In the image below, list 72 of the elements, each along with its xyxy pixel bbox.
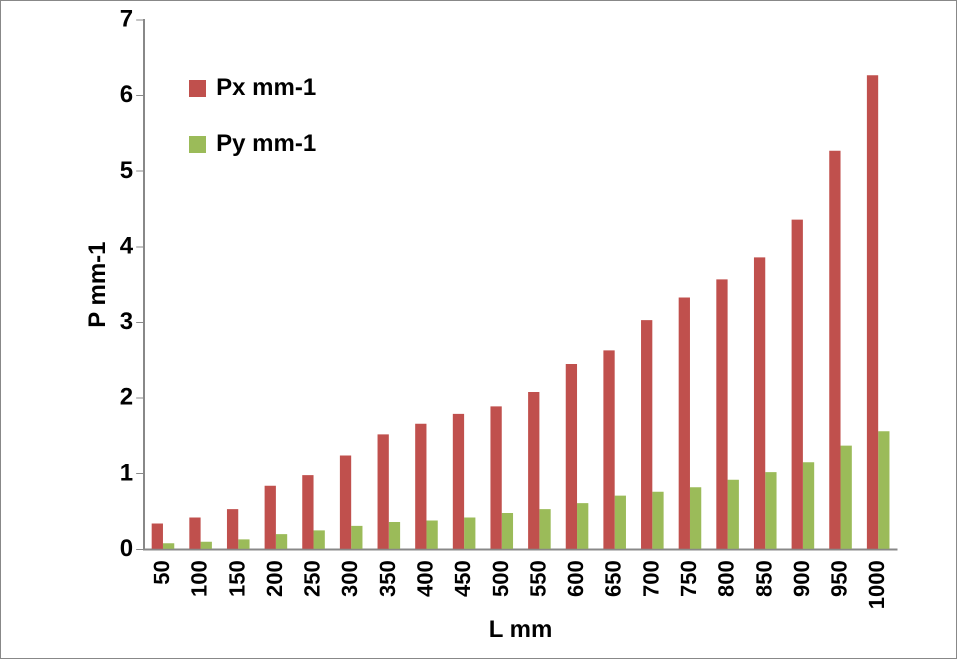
y-tick-label: 3: [120, 308, 134, 336]
x-tick-label: 550: [525, 560, 550, 597]
bar: [614, 496, 626, 549]
x-tick-label: 1000: [864, 560, 890, 610]
bar: [577, 503, 588, 549]
x-tick-label: 650: [600, 560, 626, 597]
bar: [539, 509, 551, 549]
x-tick-label: 250: [300, 560, 325, 597]
x-tick-label: 500: [488, 560, 513, 597]
bar: [641, 320, 652, 549]
bar: [528, 392, 540, 549]
bar: [415, 424, 426, 549]
x-tick-label: 600: [563, 560, 588, 597]
x-tick-label: 100: [186, 560, 212, 597]
legend-label: Py mm-1: [216, 130, 316, 158]
bar: [765, 472, 777, 549]
y-tick-label: 1: [120, 459, 134, 486]
bar: [678, 297, 690, 549]
bar: [276, 534, 288, 549]
bar: [690, 487, 702, 549]
x-tick-label: 800: [714, 560, 739, 597]
bar: [189, 518, 201, 549]
bar: [264, 486, 276, 549]
bar: [314, 530, 325, 549]
x-tick-label: 50: [149, 560, 174, 585]
x-tick-label: 350: [374, 560, 400, 597]
y-tick-label: 4: [120, 232, 134, 260]
y-axis-title: P mm-1: [84, 241, 112, 328]
x-tick-label: 850: [751, 560, 776, 597]
bar: [866, 75, 878, 549]
bar: [388, 522, 400, 549]
bar: [716, 279, 728, 549]
x-tick-label: 300: [337, 560, 362, 597]
y-tick-label: 0: [120, 534, 134, 562]
bar: [464, 518, 476, 549]
bar: [152, 524, 163, 549]
y-tick-label: 6: [120, 81, 134, 108]
x-tick-label: 750: [676, 560, 702, 597]
bar: [378, 434, 389, 549]
y-tick-label: 7: [120, 6, 134, 33]
bar: [351, 526, 362, 549]
x-tick-label: 450: [450, 560, 476, 597]
y-tick-label: 5: [120, 156, 134, 184]
x-tick-label: 200: [262, 560, 287, 597]
bar: [490, 406, 502, 549]
bar: [302, 475, 314, 549]
y-tick-label: 2: [120, 384, 134, 411]
bar: [754, 257, 766, 549]
bar: [728, 480, 739, 549]
bar: [802, 462, 814, 549]
legend-label: Px mm-1: [216, 74, 316, 102]
bar: [200, 542, 212, 549]
bar: [792, 220, 803, 549]
bar: [238, 539, 250, 549]
bar: [840, 446, 852, 549]
bar: [603, 350, 615, 549]
bar: [829, 150, 841, 549]
bar: [878, 431, 890, 549]
bar: [502, 512, 514, 549]
bar: [340, 456, 352, 549]
x-tick-label: 950: [826, 560, 852, 597]
bar: [452, 414, 464, 549]
x-axis-title: L mm: [488, 616, 552, 644]
bar: [566, 364, 578, 549]
x-tick-label: 150: [224, 560, 250, 597]
x-tick-label: 900: [788, 560, 814, 597]
x-tick-label: 700: [638, 560, 664, 597]
bar: [162, 543, 174, 549]
bar: [226, 509, 238, 549]
x-tick-label: 400: [412, 560, 438, 597]
bar: [652, 492, 664, 549]
bar: [426, 520, 438, 549]
